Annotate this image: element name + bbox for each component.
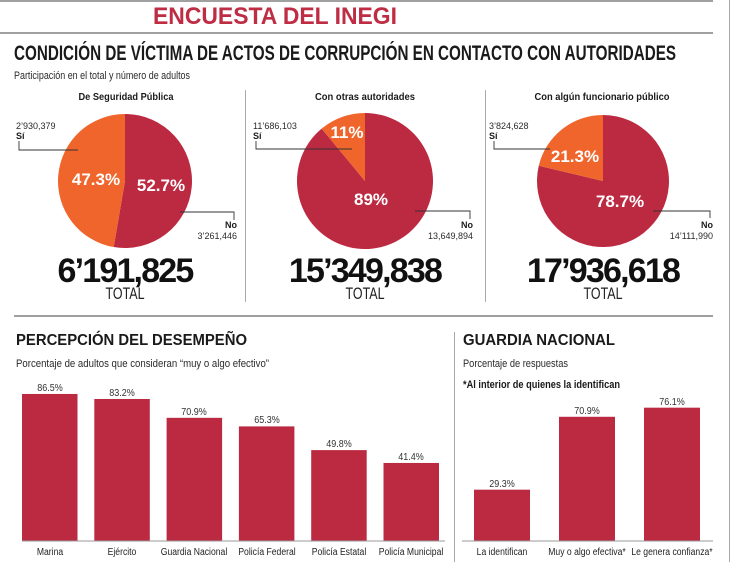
- title-rule: [0, 32, 713, 34]
- pie-title: De Seguridad Pública: [78, 91, 174, 103]
- bar-category-label: Policía Estatal: [311, 547, 367, 558]
- bar-policia-municipal: [383, 462, 439, 541]
- bar-value-label: 70.9%: [181, 406, 208, 418]
- si-count: 3’824,628: [489, 121, 529, 131]
- bar-la-identifican: [474, 489, 530, 541]
- pie-slice-si: [538, 115, 603, 181]
- bar-value-label: 70.9%: [574, 405, 600, 417]
- total-label: TOTAL: [345, 284, 385, 303]
- pie-chart-otras-autoridades: [297, 113, 434, 249]
- corruption-heading: CONDICIÓN DE VÍCTIMA DE ACTOS DE CORRUPC…: [14, 42, 676, 65]
- bar-category-label: Muy o algo efectiva*: [548, 547, 626, 558]
- leader-line-si: [255, 141, 352, 150]
- si-percent: 47.3%: [71, 170, 121, 189]
- bar-category-label: Le genera confianza*: [631, 547, 713, 558]
- bar-le-genera-confianza: [644, 407, 700, 541]
- bar-policia-federal: [238, 426, 295, 541]
- bar-muy-o-algo-efectiva: [559, 416, 615, 541]
- leader-line-no: [653, 210, 711, 218]
- bar-ejercito: [94, 399, 150, 541]
- pie-divider: [485, 90, 486, 302]
- no-label: No: [701, 220, 713, 230]
- bar-marina: [22, 393, 78, 541]
- leader-line-si: [18, 141, 78, 151]
- performance-heading: PERCEPCIÓN DEL DESEMPEÑO: [16, 332, 247, 349]
- page-title: ENCUESTA DEL INEGI: [153, 3, 397, 30]
- section-rule: [14, 315, 713, 317]
- pie-title: Con algún funcionario público: [534, 91, 670, 103]
- total-label: TOTAL: [105, 284, 145, 303]
- leader-line-si: [493, 141, 550, 150]
- pie-chart-funcionario-publico: [537, 115, 669, 247]
- bar-category-label: Guardia Nacional: [161, 547, 228, 558]
- si-percent: 21.3%: [550, 147, 600, 166]
- bar-value-label: 86.5%: [36, 382, 63, 394]
- right-border: [729, 0, 730, 562]
- si-percent: 11%: [330, 123, 364, 142]
- bar-category-label: Policía Federal: [237, 547, 296, 558]
- no-count: 3’261,446: [197, 231, 237, 241]
- total-label: TOTAL: [583, 284, 623, 303]
- pie-slice-si: [57, 114, 125, 248]
- no-percent: 78.7%: [595, 192, 645, 211]
- guard-subtitle: Porcentaje de respuestas: [463, 358, 568, 370]
- total-value: 17’936,618: [526, 252, 681, 290]
- no-percent: 52.7%: [136, 176, 186, 195]
- bar-category-label: La identifican: [476, 547, 528, 558]
- bar-value-label: 65.3%: [253, 415, 280, 427]
- bar-policia-estatal: [311, 450, 367, 541]
- pie-divider: [245, 90, 246, 302]
- si-label: Sí: [253, 131, 262, 141]
- top-rule: [0, 0, 713, 2]
- bar-chart-desempeno: [22, 393, 439, 541]
- si-count: 11’686,103: [253, 121, 297, 131]
- bar-category-label: Marina: [36, 547, 63, 558]
- performance-subtitle: Porcentaje de adultos que consideran “mu…: [16, 358, 269, 370]
- leader-line-no: [180, 211, 235, 220]
- pie-title: Con otras autoridades: [315, 91, 415, 103]
- guard-heading: GUARDIA NACIONAL: [463, 332, 615, 349]
- bar-value-label: 29.3%: [489, 478, 515, 490]
- si-label: Sí: [489, 131, 498, 141]
- bar-value-label: 49.8%: [326, 439, 352, 451]
- bar-category-label: Ejército: [107, 547, 137, 558]
- guard-note: *Al interior de quienes la identifican: [463, 379, 620, 391]
- bar-value-label: 83.2%: [109, 388, 135, 399]
- si-count: 2’930,379: [16, 121, 56, 131]
- total-value: 15’349,838: [288, 252, 443, 290]
- no-label: No: [225, 220, 237, 230]
- pie-slice-si: [321, 113, 365, 181]
- bottom-divider: [454, 332, 455, 562]
- corruption-subtitle: Participación en el total y número de ad…: [14, 70, 190, 82]
- no-percent: 89%: [353, 190, 389, 209]
- no-count: 14’111,990: [669, 231, 713, 241]
- bar-value-label: 76.1%: [659, 396, 685, 408]
- bar-category-label: Policía Municipal: [378, 547, 444, 558]
- bar-value-label: 41.4%: [398, 451, 425, 463]
- pie-chart-seguridad-publica: [57, 114, 192, 248]
- leader-line-no: [415, 210, 471, 219]
- no-count: 13,649,894: [427, 231, 473, 241]
- bar-guardia-nacional: [166, 417, 223, 541]
- si-label: Sí: [16, 131, 25, 141]
- pie-slice-no: [113, 114, 192, 248]
- total-value: 6’191,825: [57, 252, 194, 290]
- no-label: No: [461, 220, 473, 230]
- bar-chart-guardia-nacional: [474, 407, 700, 541]
